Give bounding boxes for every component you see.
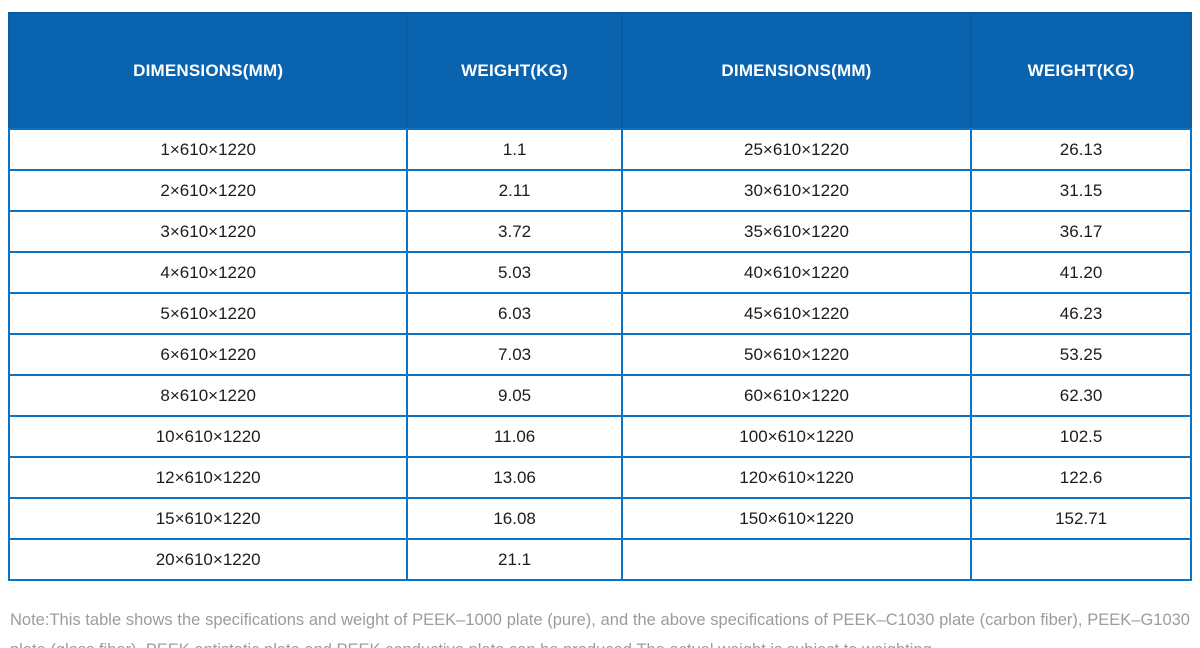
spec-table-container: DIMENSIONS(MM) WEIGHT(KG) DIMENSIONS(MM)… xyxy=(7,12,1192,581)
weight-cell: 6.03 xyxy=(406,292,623,335)
dimensions-cell: 8×610×1220 xyxy=(7,374,409,417)
note-text: Note:This table shows the specifications… xyxy=(10,610,1190,648)
table-row: 2×610×1220 2.11 30×610×1220 31.15 xyxy=(7,169,1192,212)
weight-cell: 31.15 xyxy=(970,169,1192,212)
dimensions-cell: 1×610×1220 xyxy=(7,128,409,171)
weight-cell: 1.1 xyxy=(406,128,623,171)
table-row: 10×610×1220 11.06 100×610×1220 102.5 xyxy=(7,415,1192,458)
column-header-dimensions-right: DIMENSIONS(MM) xyxy=(620,12,973,130)
weight-cell: 53.25 xyxy=(970,333,1192,376)
dimensions-cell: 15×610×1220 xyxy=(7,497,409,540)
table-row: 20×610×1220 21.1 xyxy=(7,538,1192,581)
column-header-dimensions-left: DIMENSIONS(MM) xyxy=(7,12,409,130)
dimensions-cell: 6×610×1220 xyxy=(7,333,409,376)
table-row: 15×610×1220 16.08 150×610×1220 152.71 xyxy=(7,497,1192,540)
weight-cell: 9.05 xyxy=(406,374,623,417)
dimensions-cell: 50×610×1220 xyxy=(620,333,973,376)
table-row: 1×610×1220 1.1 25×610×1220 26.13 xyxy=(7,128,1192,171)
table-row: 5×610×1220 6.03 45×610×1220 46.23 xyxy=(7,292,1192,335)
weight-cell: 26.13 xyxy=(970,128,1192,171)
weight-cell: 46.23 xyxy=(970,292,1192,335)
weight-cell: 41.20 xyxy=(970,251,1192,294)
table-row: 6×610×1220 7.03 50×610×1220 53.25 xyxy=(7,333,1192,376)
weight-cell: 36.17 xyxy=(970,210,1192,253)
dimensions-cell: 120×610×1220 xyxy=(620,456,973,499)
dimensions-cell: 150×610×1220 xyxy=(620,497,973,540)
column-header-weight-left: WEIGHT(KG) xyxy=(406,12,623,130)
table-row: 12×610×1220 13.06 120×610×1220 122.6 xyxy=(7,456,1192,499)
table-body: 1×610×1220 1.1 25×610×1220 26.13 2×610×1… xyxy=(7,128,1192,581)
weight-cell: 21.1 xyxy=(406,538,623,581)
dimensions-cell: 20×610×1220 xyxy=(7,538,409,581)
dimensions-cell: 45×610×1220 xyxy=(620,292,973,335)
dimensions-cell: 60×610×1220 xyxy=(620,374,973,417)
table-row: 3×610×1220 3.72 35×610×1220 36.17 xyxy=(7,210,1192,253)
dimensions-cell: 3×610×1220 xyxy=(7,210,409,253)
weight-cell: 2.11 xyxy=(406,169,623,212)
weight-cell: 11.06 xyxy=(406,415,623,458)
dimensions-cell: 10×610×1220 xyxy=(7,415,409,458)
weight-cell: 3.72 xyxy=(406,210,623,253)
table-row: 8×610×1220 9.05 60×610×1220 62.30 xyxy=(7,374,1192,417)
dimensions-cell: 35×610×1220 xyxy=(620,210,973,253)
weight-cell: 16.08 xyxy=(406,497,623,540)
weight-cell: 5.03 xyxy=(406,251,623,294)
weight-cell: 62.30 xyxy=(970,374,1192,417)
dimensions-cell: 4×610×1220 xyxy=(7,251,409,294)
dimensions-cell: 30×610×1220 xyxy=(620,169,973,212)
table-header-row: DIMENSIONS(MM) WEIGHT(KG) DIMENSIONS(MM)… xyxy=(7,12,1192,130)
weight-cell: 7.03 xyxy=(406,333,623,376)
weight-cell: 13.06 xyxy=(406,456,623,499)
weight-cell xyxy=(970,538,1192,581)
dimensions-cell xyxy=(620,538,973,581)
dimensions-cell: 2×610×1220 xyxy=(7,169,409,212)
dimensions-cell: 12×610×1220 xyxy=(7,456,409,499)
dimensions-cell: 40×610×1220 xyxy=(620,251,973,294)
peek-plate-spec-table: DIMENSIONS(MM) WEIGHT(KG) DIMENSIONS(MM)… xyxy=(7,12,1192,581)
column-header-weight-right: WEIGHT(KG) xyxy=(970,12,1192,130)
weight-cell: 122.6 xyxy=(970,456,1192,499)
dimensions-cell: 25×610×1220 xyxy=(620,128,973,171)
weight-cell: 102.5 xyxy=(970,415,1192,458)
dimensions-cell: 5×610×1220 xyxy=(7,292,409,335)
weight-cell: 152.71 xyxy=(970,497,1192,540)
dimensions-cell: 100×610×1220 xyxy=(620,415,973,458)
table-row: 4×610×1220 5.03 40×610×1220 41.20 xyxy=(7,251,1192,294)
